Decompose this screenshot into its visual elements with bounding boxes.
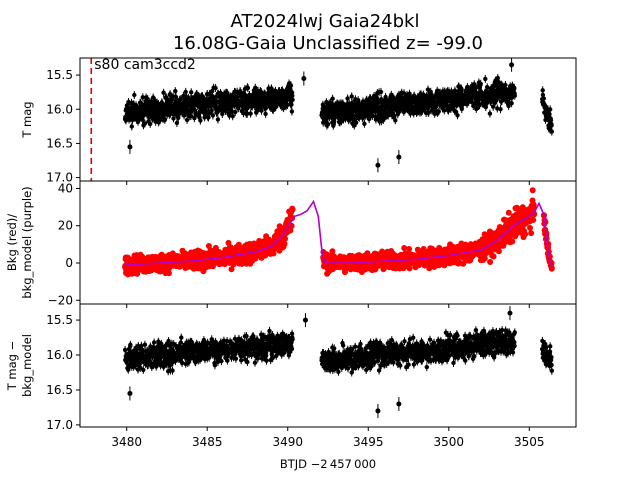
error-bars (541, 86, 553, 136)
bkg-point (548, 265, 555, 272)
outlier-point (375, 408, 381, 414)
bkg-point (527, 224, 533, 231)
bkg-point (281, 241, 288, 247)
bkg-point (406, 246, 413, 252)
y-tick-label: 15.5 (46, 68, 73, 82)
bkg-point (481, 255, 488, 262)
y-axis-label: bkg_model (purple) (20, 186, 34, 298)
x-tick-label: 3500 (434, 435, 465, 449)
y-axis-label: T mag − (5, 341, 19, 392)
bkg-point (329, 248, 336, 255)
outlier-point (301, 76, 307, 81)
bkg-point (212, 244, 219, 251)
panel-2: −20 0 20 40 Bkg (red)/bkg_model (purple) (5, 180, 577, 308)
bkg-point (490, 253, 497, 260)
chart-title: AT2024lwj Gaia24bkl (231, 11, 420, 32)
x-tick-label: 3485 (192, 435, 223, 449)
y-tick-label: 16.0 (46, 102, 73, 116)
points-panel-3 (122, 306, 554, 418)
y-axis-label: Bkg (red)/ (5, 214, 19, 271)
bkg-point (509, 238, 516, 245)
y-tick-label: 16.0 (46, 348, 73, 362)
bkg-point (530, 217, 537, 223)
x-tick-label: 3505 (514, 435, 545, 449)
error-bars (124, 79, 294, 131)
y-tick-label: 0 (65, 256, 73, 270)
bkg-point (165, 270, 172, 277)
y-tick-label: 16.5 (46, 383, 73, 397)
outlier-point (509, 62, 515, 68)
bkg-point (406, 265, 413, 272)
sector-annotation: s80 cam3ccd2 (94, 57, 196, 73)
bkg-point (528, 230, 535, 237)
y-tick-label: 16.5 (46, 136, 73, 150)
outlier-point (507, 310, 513, 316)
bkg-point (487, 259, 494, 265)
x-tick-label: 3480 (111, 435, 142, 449)
y-tick-label: 17.0 (46, 418, 73, 432)
y-tick-label: 17.0 (46, 171, 73, 185)
x-tick-label: 3495 (353, 435, 384, 449)
points-panel-2 (122, 187, 555, 278)
bkg-point (505, 209, 512, 216)
y-axis-label: T mag (20, 101, 34, 138)
y-axis-label: bkg_model (20, 334, 34, 397)
outlier-point (396, 154, 402, 160)
bkg-point (495, 248, 502, 255)
y-tick-label: 40 (58, 181, 73, 195)
bkg-point (530, 201, 537, 208)
bkg-point (401, 245, 408, 251)
y-tick-label: 15.5 (46, 313, 73, 327)
outlier-point (302, 317, 308, 323)
error-bars (321, 74, 516, 130)
bkg-point (289, 206, 296, 213)
x-axis-label: BTJD −2 457 000 (280, 457, 376, 471)
bkg-point (529, 187, 536, 194)
x-tick-label: 3490 (272, 435, 303, 449)
y-tick-label: 20 (58, 219, 73, 233)
chart-subtitle: 16.08G-Gaia Unclassified z= -99.0 (173, 33, 483, 54)
panel-1: s80 cam3ccd2 15.5 16.0 16.5 17.0 T mag (20, 57, 577, 185)
y-tick-label: −20 (48, 293, 73, 307)
bkg-point (522, 231, 529, 238)
outlier-point (375, 162, 381, 168)
panels: s80 cam3ccd2 15.5 16.0 16.5 17.0 T mag −20 0 20 4… (5, 57, 577, 449)
outlier-point (127, 390, 133, 396)
outlier-point (396, 401, 402, 407)
panel-3: 15.5 16.0 16.5 17.0 T mag − bkg_model (5, 303, 577, 432)
outlier-point (127, 144, 133, 150)
bkg-model-line (125, 199, 553, 268)
bkg-point (270, 250, 277, 257)
points-panel-1 (122, 58, 554, 173)
bkg-point (228, 266, 235, 273)
bkg-point (282, 235, 288, 242)
bkg-point (372, 266, 379, 273)
